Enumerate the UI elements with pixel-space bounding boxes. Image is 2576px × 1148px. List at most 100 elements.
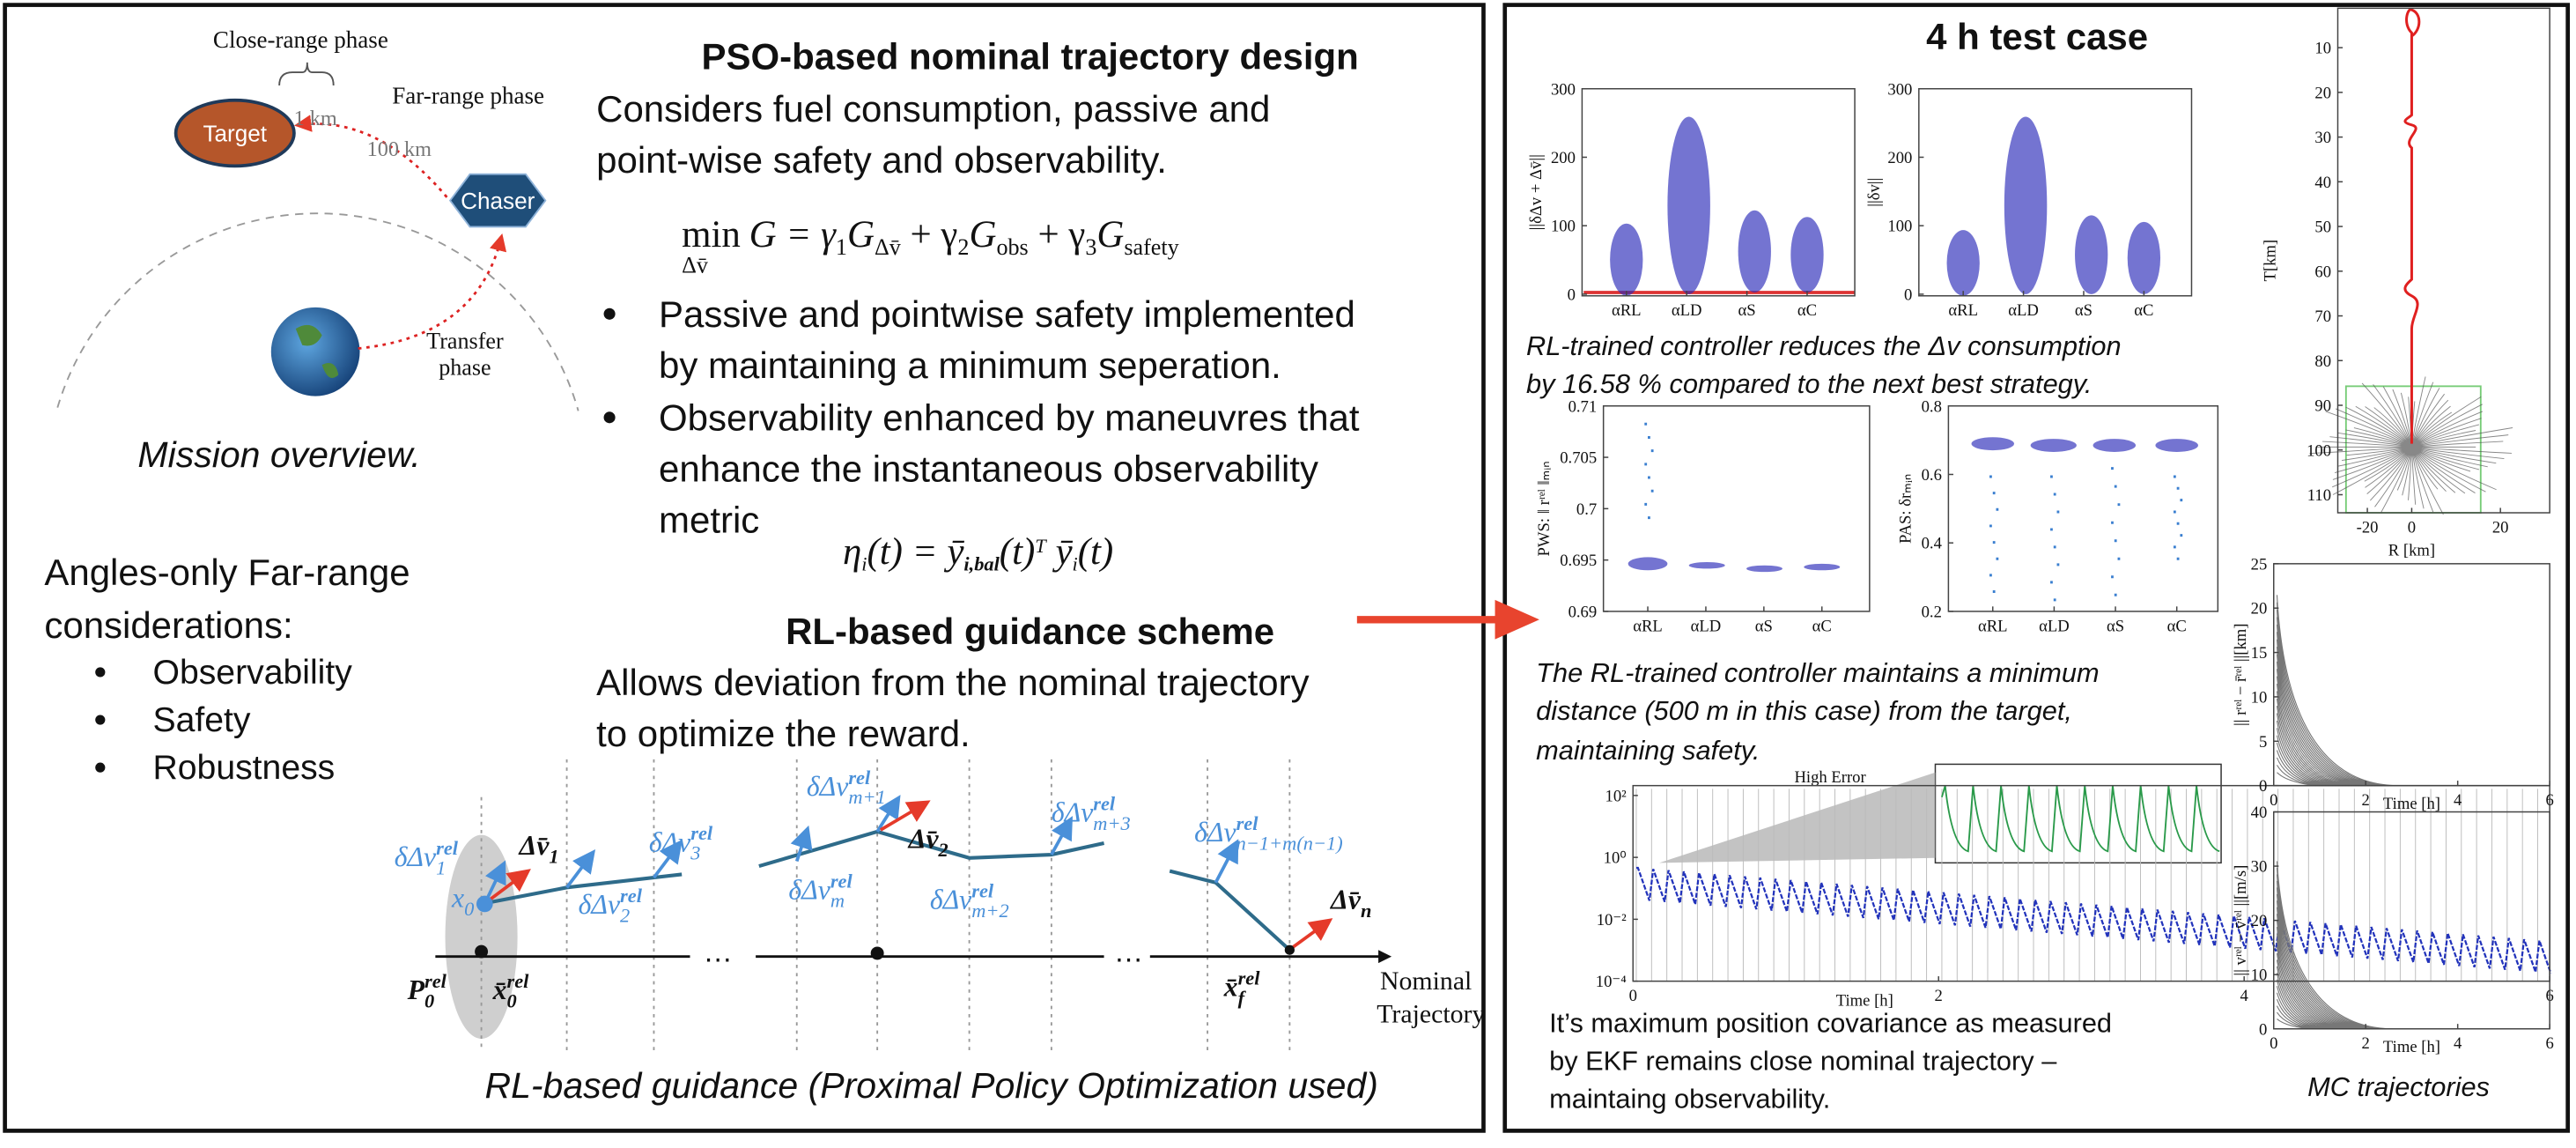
right-panel (1502, 3, 2570, 1133)
diagram-label: Δv̄n (1329, 885, 1371, 922)
diagram-label: δΔvrel m+3 (1052, 793, 1131, 834)
x-tick-label: 2 (1935, 987, 1943, 1005)
far-range-title: Angles-only Far-range (44, 552, 410, 593)
safety-caption: distance (500 m in this case) from the t… (1536, 695, 2072, 726)
y-tick-label: 100 (1887, 218, 1912, 236)
y-tick-label: 10⁻² (1597, 911, 1627, 930)
plot-decoration (1941, 785, 2220, 853)
label-base: Δv̄ (907, 824, 940, 855)
bullet (95, 762, 106, 773)
label-sup: rel (830, 870, 853, 892)
x-tick-label: αRL (1612, 301, 1642, 320)
plot-frame (1947, 405, 2219, 612)
y-tick-label: 30 (2251, 858, 2268, 877)
x-tick-label: αLD (1691, 617, 1722, 635)
far-range-title: considerations: (44, 604, 292, 646)
x-tick-label: αRL (1978, 617, 2008, 635)
x-tick-label: αS (1738, 301, 1756, 320)
y-tick-label: 0.705 (1560, 449, 1597, 468)
nominal-label: Trajectory (1377, 999, 1485, 1028)
y-tick-label: 70 (2314, 307, 2331, 326)
y-axis-label: || vʳᵉˡ − v̄ʳᵉˡ ||[m/s] (2232, 865, 2250, 976)
plot-frame (1918, 87, 2193, 297)
label-base: δΔv (788, 874, 830, 905)
label-base: Δv̄ (1329, 885, 1362, 915)
target-label: Target (203, 120, 267, 146)
cov-caption: It’s maximum position covariance as meas… (1549, 1007, 2112, 1038)
safety-caption: maintaining safety. (1536, 735, 1760, 766)
y-tick-label: 10 (2251, 967, 2268, 985)
rl-title: RL-based guidance scheme (786, 611, 1274, 652)
label-sup: rel (436, 837, 459, 859)
bullet (95, 667, 106, 678)
mission-diagram (56, 62, 579, 411)
y-tick-label: 300 (1551, 80, 1576, 99)
label-sup: rel (620, 885, 643, 907)
bullet (95, 715, 106, 725)
diagram-label: δΔvrel n−1+m(n−1) (1194, 812, 1343, 854)
y-tick-label: 0.695 (1560, 552, 1597, 570)
label-sub: 0 (506, 990, 516, 1012)
x-tick-label: 6 (2545, 1034, 2553, 1053)
x-tick-label: αLD (2039, 617, 2070, 635)
label-sup: rel (1093, 793, 1116, 815)
label-sub: 0 (424, 990, 434, 1012)
metric-equation: ηi(t) = ȳi,bal(t)T ȳi(t) (843, 531, 1113, 574)
y-tick-label: 20 (2251, 912, 2268, 930)
cov-caption: by EKF remains close nominal trajectory … (1549, 1045, 2057, 1076)
diagram-label: δΔvrel m (788, 870, 853, 911)
label-base: δΔv (1194, 817, 1236, 848)
plot-decoration (2276, 595, 2395, 1030)
pso-bullet: metric (659, 499, 759, 540)
label-base: δΔv (1052, 797, 1094, 828)
y-tick-label: 10⁻⁴ (1596, 973, 1627, 991)
label-sup: rel (971, 880, 994, 902)
y-tick-label: 40 (2314, 174, 2331, 192)
y-tick-label: 0 (2259, 1020, 2267, 1039)
rl-text: to optimize the reward. (596, 713, 971, 754)
label-base: δΔv (807, 771, 849, 802)
y-tick-label: 0.4 (1922, 535, 1943, 553)
mission-caption: Mission overview. (137, 434, 420, 475)
label-sub: f (1238, 987, 1247, 1009)
y-tick-label: 15 (2251, 644, 2268, 663)
y-tick-label: 0.2 (1922, 603, 1942, 621)
far-range-bullet: Observability (152, 654, 352, 692)
x-axis-label: Time [h] (2383, 1038, 2440, 1056)
transfer-label: Transfer (426, 328, 504, 353)
transfer-label: phase (439, 354, 491, 380)
plot-decoration (1583, 8, 2552, 1030)
label-sub: 3 (690, 842, 700, 864)
plot-frame (2273, 563, 2550, 787)
x-tick-label: αRL (1948, 301, 1978, 320)
plot-frame (1602, 405, 1871, 612)
x-tick-label: 2 (2362, 791, 2370, 810)
plot-frame (1581, 87, 1856, 297)
label-base: Δv̄ (517, 830, 550, 861)
y-tick-label: 20 (2251, 600, 2268, 618)
label-base: x̄ (492, 974, 507, 1005)
nominal-label: Nominal (1380, 967, 1472, 996)
safety-caption: The RL-trained controller maintains a mi… (1536, 657, 2099, 688)
label-base: x̄ (1223, 971, 1238, 1002)
rl-caption: RL-based guidance (Proximal Policy Optim… (484, 1065, 1377, 1106)
connector-arrow (1356, 599, 1539, 640)
y-tick-label: 60 (2314, 263, 2331, 281)
y-tick-label: 80 (2314, 352, 2331, 371)
y-tick-label: 0.71 (1568, 397, 1598, 416)
y-axis-label: PWS: ‖ rʳᵉˡ ‖ₘᵢₙ (1535, 461, 1554, 556)
x-tick-label: αS (1755, 617, 1773, 635)
x-axis-label: R [km] (2388, 542, 2435, 560)
label-sup: rel (1236, 812, 1259, 834)
cov-caption: maintaing observability. (1549, 1083, 1830, 1114)
y-tick-label: 30 (2314, 129, 2331, 147)
plot-frame (2336, 7, 2550, 514)
y-tick-label: 0.69 (1568, 603, 1598, 621)
y-tick-label: 200 (1551, 149, 1576, 167)
label-base: δΔv (579, 889, 621, 920)
x-tick-label: 4 (2240, 987, 2249, 1005)
label-base: δΔv (649, 826, 691, 857)
pso-title: PSO-based nominal trajectory design (701, 35, 1358, 77)
y-tick-label: 100 (2307, 441, 2331, 460)
y-axis-label: || rʳᵉˡ − r̄ʳᵉˡ ||[km] (2232, 623, 2250, 726)
